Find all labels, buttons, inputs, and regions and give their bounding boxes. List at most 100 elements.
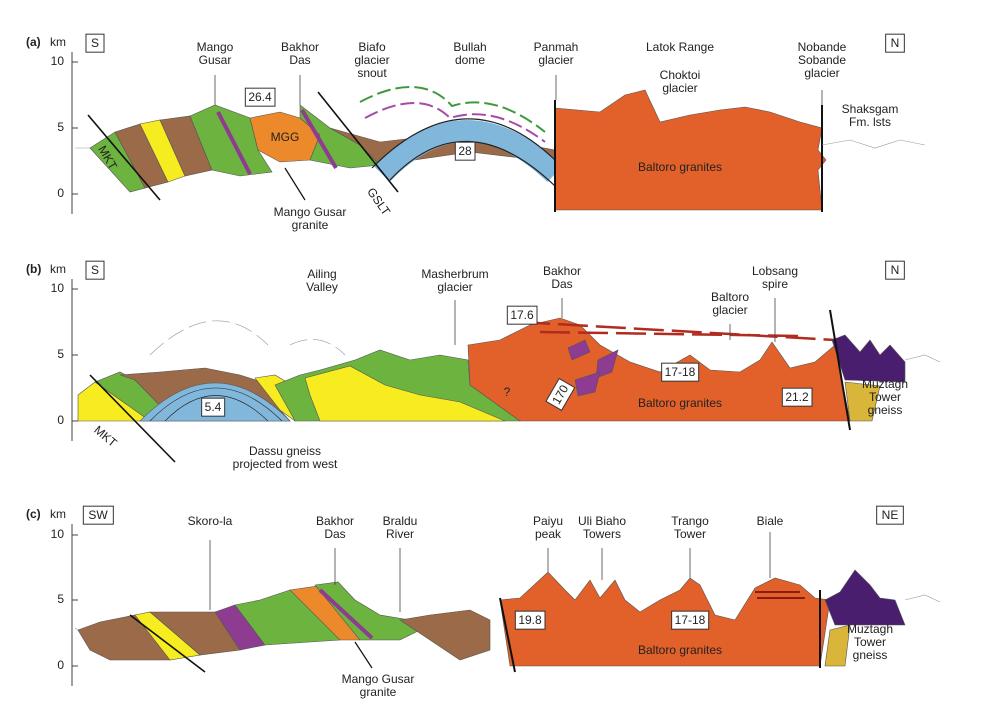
unit-label: Baltoro granites: [638, 643, 722, 657]
direction-label: S: [91, 36, 99, 50]
place-label: glacier: [437, 280, 472, 294]
panel-letter: (c): [26, 507, 41, 521]
rock-unit: [359, 85, 546, 133]
unit-label: gneiss: [868, 403, 903, 417]
note-label: Dassu gneiss: [249, 444, 321, 458]
unit-label: Tower: [854, 635, 886, 649]
fault-line: [519, 320, 836, 342]
age-label: 17-18: [675, 613, 706, 627]
place-label: Braldu: [383, 514, 418, 528]
label-box: [82, 505, 114, 525]
direction-label: N: [891, 36, 900, 50]
note-label: ?: [504, 385, 511, 399]
axis-unit: km: [50, 35, 66, 49]
label-box: [201, 397, 226, 417]
place-label: Fm. lsts: [849, 115, 891, 129]
rock-unit: [364, 102, 546, 143]
fault-line: [216, 111, 252, 175]
rock-unit: [374, 120, 563, 183]
rock-unit: [824, 569, 906, 626]
place-label: Shaksgam: [842, 102, 899, 116]
note-label: granite: [292, 218, 329, 232]
label-box: [244, 87, 276, 107]
label-box: [885, 33, 905, 53]
place-label: peak: [535, 527, 562, 541]
place-label: Masherbrum: [421, 267, 488, 281]
place-label: dome: [455, 53, 485, 67]
label-box: [671, 610, 710, 630]
rock-unit: [755, 591, 805, 599]
pointer: [284, 167, 306, 201]
place-label: Valley: [306, 280, 338, 294]
rock-unit: [499, 571, 831, 667]
place-label: glacier: [662, 81, 697, 95]
axis-tick-label: 10: [51, 54, 65, 68]
unit-label: Baltoro granites: [638, 396, 722, 410]
direction-label: S: [91, 263, 99, 277]
label-box: [781, 387, 813, 407]
rock-unit: [904, 354, 941, 363]
panel-c-geology: [74, 569, 941, 673]
rock-unit: [149, 387, 283, 422]
age-label: 26.4: [248, 90, 272, 104]
place-label: glacier: [538, 53, 573, 67]
note-label: projected from west: [233, 457, 338, 471]
place-label: Trango: [671, 514, 709, 528]
label-box: [885, 260, 905, 280]
place-label: Mango: [197, 40, 234, 54]
label-box: [506, 305, 538, 325]
place-label: Panmah: [534, 40, 579, 54]
fault-line: [499, 597, 516, 673]
rock-unit: [399, 609, 491, 661]
panel-a-geology: [75, 85, 926, 212]
rock-unit: [595, 349, 619, 379]
unit-label: Tower: [869, 390, 901, 404]
fault-line: [87, 114, 161, 201]
place-label: Bakhor: [316, 514, 354, 528]
rock-unit: [844, 381, 881, 422]
place-label: River: [386, 527, 414, 541]
rock-unit: [304, 365, 506, 422]
place-label: Baltoro: [711, 290, 749, 304]
rock-unit: [831, 334, 906, 383]
place-label: Sobande: [798, 53, 846, 67]
axis-tick-label: 0: [57, 186, 64, 200]
fault-line: [829, 309, 851, 431]
label-box: [85, 260, 105, 280]
unit-label: gneiss: [853, 648, 888, 662]
age-label: 17.6: [510, 308, 534, 322]
label-box: [661, 362, 700, 382]
place-label: spire: [762, 277, 788, 291]
direction-label: SW: [88, 508, 108, 522]
unit-label: Baltoro granites: [638, 160, 722, 174]
axis-unit: km: [50, 262, 66, 276]
place-label: glacier: [354, 53, 389, 67]
axis-tick-label: 0: [57, 658, 64, 672]
place-label: Latok Range: [646, 40, 714, 54]
label-box: [876, 505, 904, 525]
rock-unit: [574, 371, 601, 397]
age-label: 21.2: [785, 390, 809, 404]
place-label: Towers: [583, 527, 621, 541]
panel-letter: (a): [26, 35, 41, 49]
rock-unit: [824, 624, 851, 667]
place-label: Biafo: [358, 40, 386, 54]
axis-tick-label: 0: [57, 413, 64, 427]
note-label: granite: [360, 685, 397, 699]
label-box: [545, 377, 576, 412]
label-box: [514, 610, 546, 630]
fault-label: MKT: [91, 423, 120, 450]
axis-tick-label: 5: [57, 120, 64, 134]
place-label: Lobsang: [752, 264, 798, 278]
place-label: glacier: [804, 66, 839, 80]
unit-label: Muztagh: [847, 622, 893, 636]
place-label: Gusar: [199, 53, 232, 67]
axis-unit: km: [50, 507, 66, 521]
place-label: snout: [357, 66, 387, 80]
unit-label: MGG: [271, 130, 300, 144]
place-label: Nobande: [798, 40, 847, 54]
note-label: Mango Gusar: [274, 205, 347, 219]
place-label: Bullah: [453, 40, 486, 54]
place-label: Uli Biaho: [578, 514, 626, 528]
